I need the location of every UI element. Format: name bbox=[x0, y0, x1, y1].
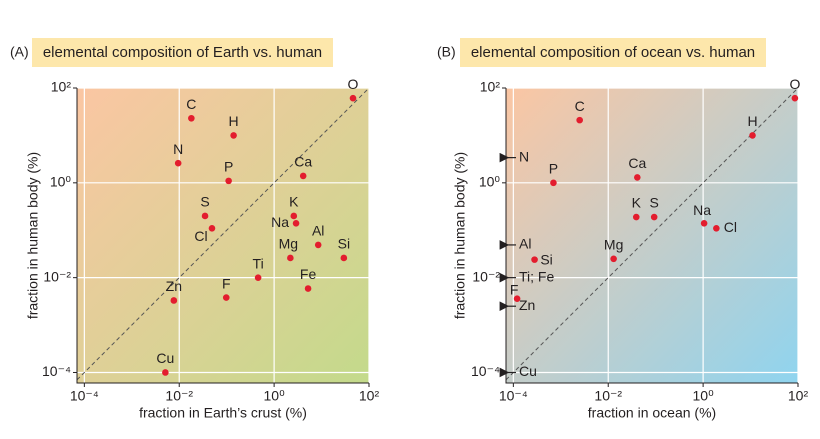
data-point bbox=[531, 256, 538, 263]
point-label: Ca bbox=[294, 154, 312, 170]
point-label: O bbox=[789, 76, 800, 92]
data-point bbox=[610, 255, 617, 263]
point-label: H bbox=[747, 113, 757, 129]
y-axis-label: fraction in human body (%) bbox=[452, 152, 468, 319]
x-tick-label: 10⁻² bbox=[594, 388, 622, 404]
point-label: F bbox=[510, 281, 519, 297]
axes bbox=[505, 88, 798, 384]
point-label: Zn bbox=[166, 278, 182, 294]
data-point bbox=[700, 220, 708, 227]
y-tick-label: 10⁰ bbox=[50, 174, 72, 190]
point-label: Cu bbox=[156, 350, 174, 366]
x-tick-label: 10⁻⁴ bbox=[70, 388, 99, 404]
point-label: C bbox=[575, 98, 585, 114]
point-label: K bbox=[632, 195, 642, 211]
point-label: K bbox=[289, 194, 299, 210]
point-label: Na bbox=[693, 202, 711, 218]
data-point bbox=[634, 174, 641, 181]
y-tick-label: 10² bbox=[480, 79, 501, 95]
axes bbox=[76, 88, 369, 384]
x-tick-label: 10² bbox=[788, 388, 809, 404]
y-tick-label: 10⁻² bbox=[472, 268, 500, 284]
panel-label: (B) bbox=[437, 44, 456, 60]
data-point bbox=[230, 132, 237, 139]
x-axis-label: fraction in Earth’s crust (%) bbox=[139, 405, 307, 421]
data-point bbox=[349, 94, 357, 102]
y-axis-label: fraction in human body (%) bbox=[25, 152, 41, 319]
data-point bbox=[225, 177, 232, 185]
x-tick-label: 10⁻² bbox=[165, 388, 193, 404]
point-label: Cl bbox=[724, 219, 737, 235]
point-label: S bbox=[200, 194, 209, 210]
edge-label: Cu bbox=[519, 363, 537, 379]
data-point bbox=[513, 295, 521, 302]
x-tick-label: 10² bbox=[359, 388, 380, 404]
point-label: Al bbox=[312, 223, 324, 239]
point-label: Cl bbox=[194, 228, 207, 244]
data-point bbox=[299, 172, 307, 180]
title-box bbox=[32, 38, 333, 67]
data-point bbox=[162, 369, 169, 376]
data-point bbox=[314, 241, 322, 249]
point-label: P bbox=[549, 161, 558, 177]
edge-label: Zn bbox=[519, 297, 535, 313]
x-tick-label: 10⁰ bbox=[264, 388, 286, 404]
x-tick-label: 10⁻⁴ bbox=[499, 388, 528, 404]
data-point bbox=[340, 254, 348, 262]
data-point bbox=[222, 294, 230, 301]
y-tick-label: 10⁻² bbox=[43, 268, 71, 284]
data-point bbox=[713, 224, 720, 232]
x-tick-label: 10⁰ bbox=[693, 388, 715, 404]
point-label: Na bbox=[271, 214, 289, 230]
x-axis-label: fraction in ocean (%) bbox=[588, 405, 716, 421]
point-label: Mg bbox=[279, 236, 298, 252]
data-point bbox=[188, 114, 195, 122]
point-label: N bbox=[173, 141, 183, 157]
point-label: Ti bbox=[253, 255, 264, 271]
point-label: H bbox=[229, 113, 239, 129]
panel-label: (A) bbox=[10, 44, 29, 60]
y-tick-label: 10⁰ bbox=[479, 174, 501, 190]
data-point bbox=[208, 224, 216, 232]
title-box bbox=[460, 38, 766, 67]
point-label: C bbox=[186, 96, 196, 112]
point-label: Fe bbox=[300, 266, 317, 282]
point-label: S bbox=[650, 195, 659, 211]
chart-title: elemental composition of ocean vs. human bbox=[471, 44, 755, 61]
data-point bbox=[170, 297, 178, 304]
point-label: Si bbox=[338, 236, 350, 252]
data-point bbox=[304, 285, 312, 292]
data-point bbox=[632, 213, 640, 221]
data-point bbox=[749, 132, 756, 139]
point-label: Mg bbox=[604, 236, 623, 252]
edge-label: Ti; Fe bbox=[519, 268, 554, 284]
y-tick-label: 10⁻⁴ bbox=[42, 363, 71, 379]
point-label: O bbox=[348, 76, 359, 92]
data-point bbox=[576, 116, 583, 124]
data-point bbox=[290, 212, 298, 220]
chart-title: elemental composition of Earth vs. human bbox=[43, 44, 322, 61]
diagonal bbox=[76, 87, 370, 381]
data-point bbox=[550, 179, 557, 187]
point-label: Ca bbox=[628, 155, 646, 171]
data-point bbox=[791, 94, 799, 102]
data-point bbox=[254, 274, 262, 281]
edge-label: Al bbox=[519, 236, 531, 252]
point-label: P bbox=[224, 159, 233, 175]
point-label: Si bbox=[540, 251, 552, 267]
edge-label: N bbox=[519, 148, 529, 164]
y-tick-label: 10² bbox=[51, 79, 72, 95]
data-point bbox=[174, 159, 182, 167]
point-label: F bbox=[222, 275, 231, 291]
y-tick-label: 10⁻⁴ bbox=[471, 363, 500, 379]
diagonal bbox=[505, 87, 799, 381]
data-point bbox=[201, 212, 209, 220]
data-point bbox=[292, 220, 300, 227]
data-point bbox=[287, 254, 294, 262]
data-point bbox=[650, 213, 658, 221]
